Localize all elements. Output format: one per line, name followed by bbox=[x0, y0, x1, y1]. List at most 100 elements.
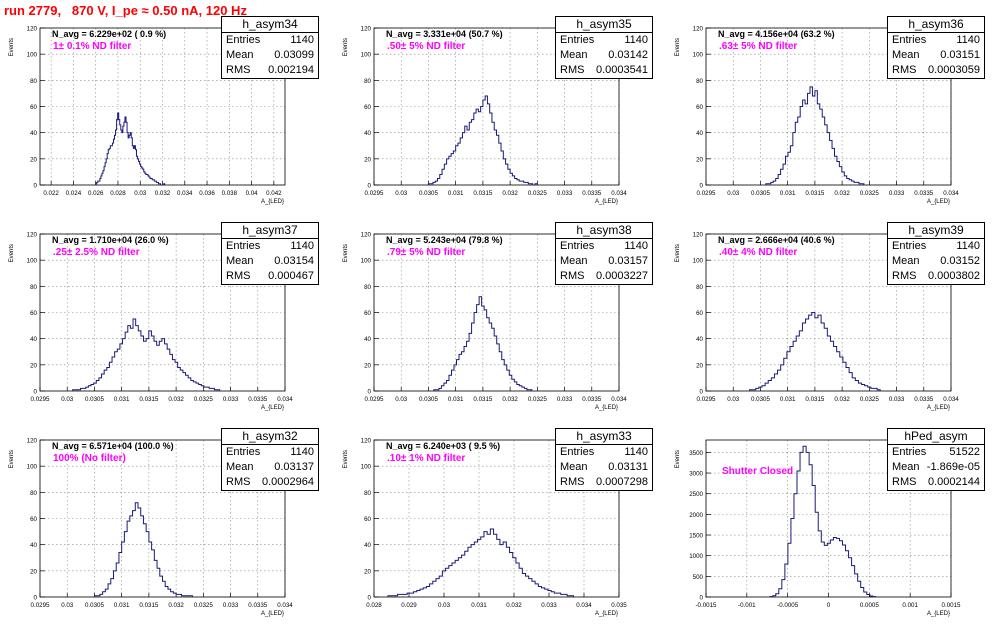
x-axis-title: A_{LED} bbox=[595, 405, 618, 411]
stats-value: 0.03131 bbox=[608, 461, 648, 473]
filter-annotation: .79± 5% ND filter bbox=[387, 247, 466, 258]
x-tick-label: 0.033 bbox=[557, 190, 573, 197]
plot-frame bbox=[39, 233, 286, 392]
y-tick-label: 80 bbox=[364, 284, 371, 291]
y-tick-label: 20 bbox=[364, 568, 371, 575]
x-tick-label: 0 bbox=[827, 602, 831, 609]
stats-value: 0.0003059 bbox=[928, 64, 980, 76]
stats-row-entries: Entries 1140 bbox=[222, 445, 318, 460]
x-axis-title: A_{LED} bbox=[261, 199, 284, 205]
y-tick-label: 0 bbox=[368, 183, 372, 190]
histogram-plot: 0.022 0.024 0.026 0.028 0.03 0.032 0.034 0.036 0… bbox=[9, 26, 286, 205]
y-tick-label: 40 bbox=[30, 336, 37, 343]
stats-value: 0.03152 bbox=[940, 255, 980, 267]
y-tick-label: 80 bbox=[696, 284, 703, 291]
x-tick-label: 0.001 bbox=[902, 602, 918, 609]
stats-key: RMS bbox=[892, 476, 917, 488]
y-axis-title: Events bbox=[9, 450, 15, 468]
y-axis-title: Events bbox=[343, 38, 349, 56]
stats-key: Entries bbox=[892, 446, 927, 458]
stats-value: 1140 bbox=[290, 446, 314, 458]
y-tick-label: 60 bbox=[364, 310, 371, 317]
y-tick-label: 20 bbox=[30, 362, 37, 369]
x-tick-label: 0.032 bbox=[502, 190, 518, 197]
y-tick-label: 60 bbox=[30, 310, 37, 317]
stats-row-rms: RMS 0.0002964 bbox=[222, 475, 318, 490]
x-tick-label: 0.036 bbox=[199, 190, 215, 197]
stats-row-mean: Mean 0.03157 bbox=[556, 254, 652, 269]
stats-key: Mean bbox=[892, 49, 920, 61]
y-tick-label: 0 bbox=[368, 389, 372, 396]
stats-key: RMS bbox=[892, 64, 917, 76]
x-tick-label: 0.033 bbox=[889, 396, 905, 403]
y-tick-label: 120 bbox=[27, 26, 38, 33]
x-tick-label: 0.032 bbox=[155, 190, 171, 197]
y-tick-label: 80 bbox=[30, 490, 37, 497]
y-tick-label: 40 bbox=[30, 542, 37, 549]
x-tick-label: 0.032 bbox=[834, 396, 850, 403]
plot-frame bbox=[373, 233, 620, 392]
x-tick-label: 0.0325 bbox=[194, 396, 213, 403]
x-tick-label: 0.03 bbox=[438, 602, 451, 609]
stats-box: hPed_asym Entries 51522 Mean -1.869e-05 RMS 0.… bbox=[887, 428, 985, 491]
y-tick-label: 3500 bbox=[689, 450, 703, 457]
stats-key: Entries bbox=[226, 240, 261, 252]
y-tick-label: 60 bbox=[30, 516, 37, 523]
y-tick-label: 60 bbox=[30, 104, 37, 111]
x-tick-label: 0.034 bbox=[277, 602, 293, 609]
stats-row-mean: Mean 0.03099 bbox=[222, 48, 318, 63]
y-tick-label: 0 bbox=[34, 595, 38, 602]
stats-row-rms: RMS 0.0003059 bbox=[888, 63, 984, 78]
x-tick-label: 0.0295 bbox=[31, 396, 50, 403]
x-tick-label: 0.0335 bbox=[582, 396, 601, 403]
y-tick-label: 80 bbox=[364, 490, 371, 497]
stats-row-entries: Entries 1140 bbox=[556, 33, 652, 48]
filter-annotation: 100% (No filter) bbox=[53, 453, 126, 464]
x-tick-label: 0.0295 bbox=[365, 396, 384, 403]
stats-value: 0.002194 bbox=[268, 64, 314, 76]
stats-key: Mean bbox=[226, 49, 254, 61]
stats-value: 0.0003802 bbox=[928, 270, 980, 282]
x-tick-label: 0.033 bbox=[557, 396, 573, 403]
histogram-plot: 0.028 0.029 0.03 0.031 0.032 0.033 0.034 0.035 0… bbox=[343, 438, 627, 618]
stats-row-rms: RMS 0.000467 bbox=[222, 269, 318, 284]
x-tick-label: 0.0295 bbox=[697, 190, 716, 197]
x-tick-label: 0.03 bbox=[395, 396, 408, 403]
y-tick-label: 60 bbox=[696, 310, 703, 317]
histogram-pad-hPed_asym: -0.0015 -0.001 -0.0005 0 0.0005 0.001 0.0015 0 5… bbox=[666, 424, 996, 630]
plot-frame bbox=[705, 233, 952, 392]
x-tick-label: 0.032 bbox=[168, 602, 184, 609]
x-axis-title: A_{LED} bbox=[927, 199, 950, 205]
stats-row-rms: RMS 0.0003227 bbox=[556, 269, 652, 284]
y-axis-title: Events bbox=[9, 38, 15, 56]
stats-box: h_asym36 Entries 1140 Mean 0.03151 RMS 0.00030… bbox=[887, 16, 985, 79]
x-tick-label: 0.03 bbox=[727, 396, 740, 403]
x-tick-label: 0.0305 bbox=[85, 602, 104, 609]
stats-box: h_asym32 Entries 1140 Mean 0.03137 RMS 0.00029… bbox=[221, 428, 319, 491]
stats-value: 1140 bbox=[956, 240, 980, 252]
x-axis-title: A_{LED} bbox=[927, 611, 950, 617]
stats-key: Entries bbox=[892, 34, 927, 46]
x-tick-label: 0.034 bbox=[611, 396, 627, 403]
stats-row-entries: Entries 1140 bbox=[222, 239, 318, 254]
filter-annotation: .25± 2.5% ND filter bbox=[53, 247, 140, 258]
plot-frame bbox=[705, 27, 952, 186]
stats-box-title: h_asym33 bbox=[556, 429, 652, 445]
x-tick-label: 0.0325 bbox=[528, 396, 547, 403]
x-tick-label: 0.0315 bbox=[473, 396, 492, 403]
y-tick-label: 100 bbox=[693, 258, 704, 265]
x-tick-label: 0.024 bbox=[66, 190, 82, 197]
y-tick-label: 20 bbox=[696, 362, 703, 369]
x-tick-label: 0.0315 bbox=[139, 396, 158, 403]
y-tick-label: 80 bbox=[696, 78, 703, 85]
histogram-line bbox=[427, 95, 538, 186]
x-tick-label: 0.034 bbox=[943, 190, 959, 197]
stats-value: 0.0003227 bbox=[596, 270, 648, 282]
y-axis-title: Events bbox=[343, 450, 349, 468]
histogram-line bbox=[749, 312, 881, 391]
y-tick-label: 0 bbox=[34, 183, 38, 190]
stats-key: RMS bbox=[226, 64, 251, 76]
stats-value: 0.03142 bbox=[608, 49, 648, 61]
stats-key: RMS bbox=[226, 476, 251, 488]
x-tick-label: 0.0325 bbox=[860, 396, 879, 403]
